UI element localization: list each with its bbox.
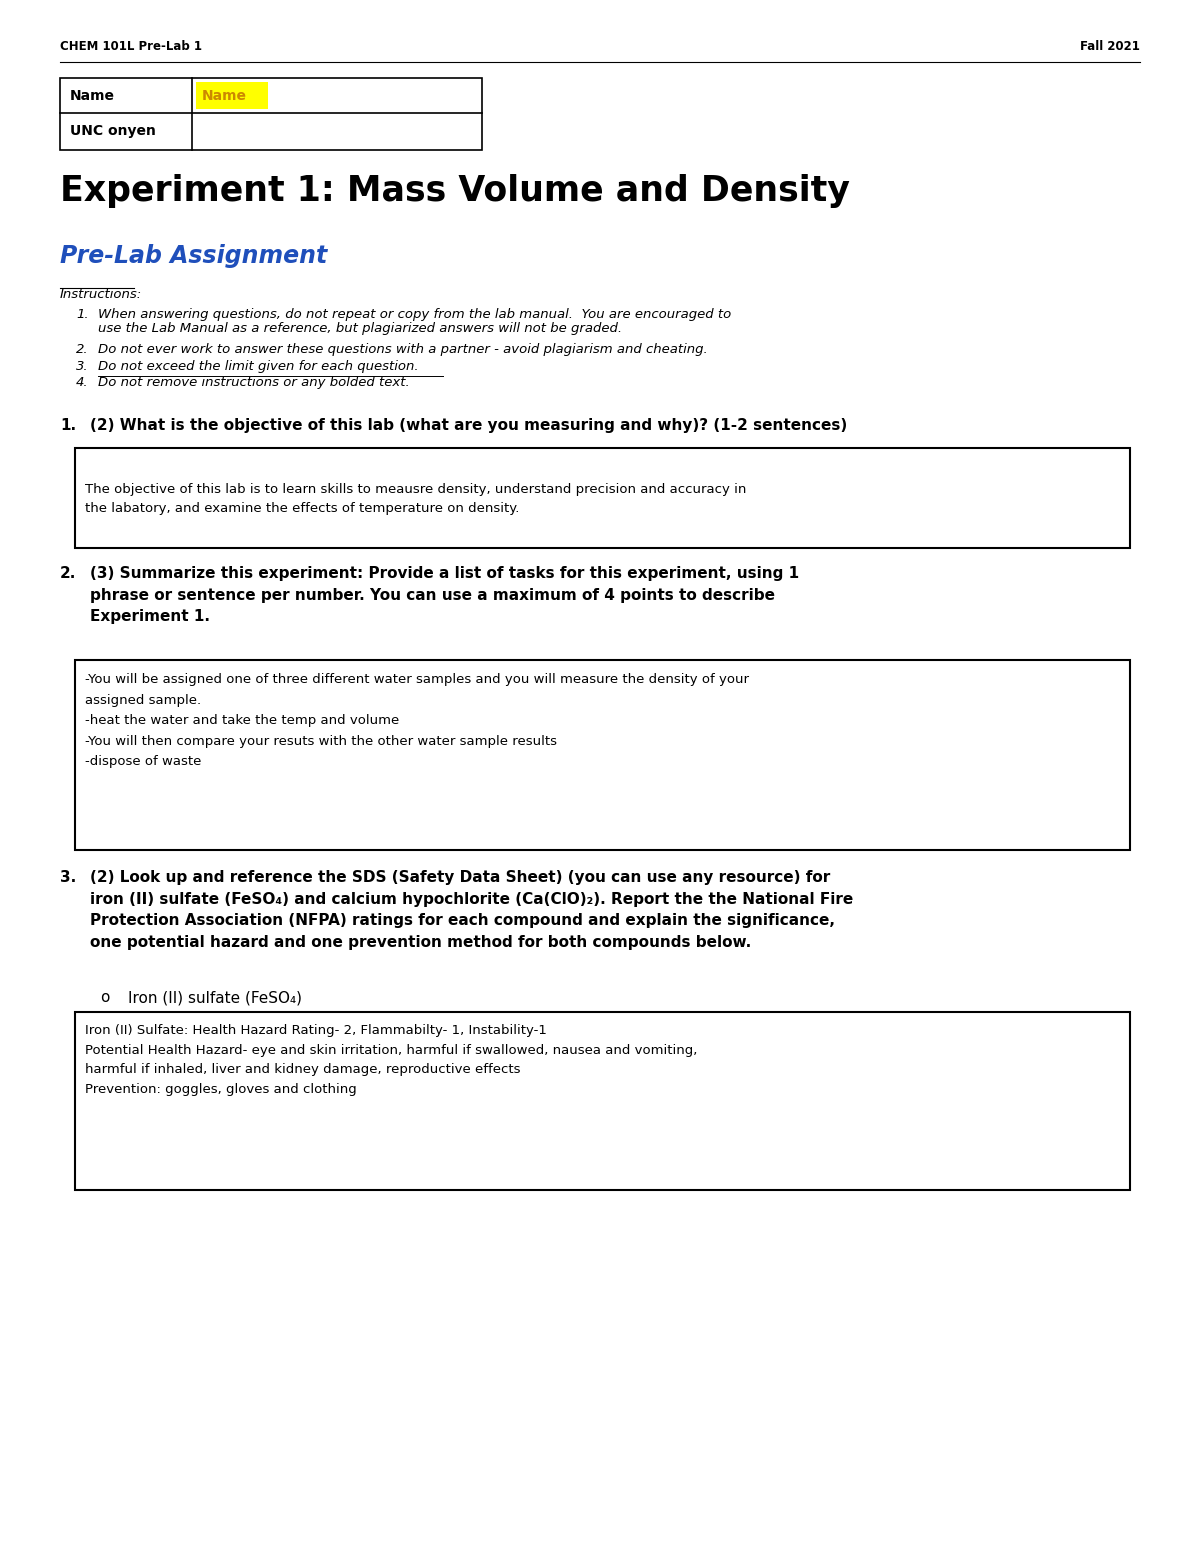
Text: When answering questions, do not repeat or copy from the lab manual.  You are en: When answering questions, do not repeat … bbox=[98, 307, 731, 321]
Text: Do not ever work to answer these questions with a partner - avoid plagiarism and: Do not ever work to answer these questio… bbox=[98, 343, 708, 356]
Text: (2) Look up and reference the SDS (Safety Data Sheet) (you can use any resource): (2) Look up and reference the SDS (Safet… bbox=[90, 870, 853, 950]
Text: 3.: 3. bbox=[76, 360, 89, 373]
Text: 1.: 1. bbox=[60, 418, 76, 433]
Text: CHEM 101L Pre-Lab 1: CHEM 101L Pre-Lab 1 bbox=[60, 40, 202, 53]
Text: 4.: 4. bbox=[76, 376, 89, 388]
Text: UNC onyen: UNC onyen bbox=[70, 124, 156, 138]
Text: Name: Name bbox=[202, 89, 247, 102]
Text: (2) What is the objective of this lab (what are you measuring and why)? (1-2 sen: (2) What is the objective of this lab (w… bbox=[90, 418, 847, 433]
Text: Fall 2021: Fall 2021 bbox=[1080, 40, 1140, 53]
Text: Pre-Lab Assignment: Pre-Lab Assignment bbox=[60, 244, 328, 269]
Text: 3.: 3. bbox=[60, 870, 77, 885]
Text: 1.: 1. bbox=[76, 307, 89, 321]
Text: use the Lab Manual as a reference, but plagiarized answers will not be graded.: use the Lab Manual as a reference, but p… bbox=[98, 321, 622, 335]
Text: Do not remove instructions or any bolded text.: Do not remove instructions or any bolded… bbox=[98, 376, 409, 388]
Text: o: o bbox=[100, 989, 109, 1005]
Text: The objective of this lab is to learn skills to meausre density, understand prec: The objective of this lab is to learn sk… bbox=[85, 483, 746, 516]
FancyBboxPatch shape bbox=[74, 660, 1130, 849]
FancyBboxPatch shape bbox=[60, 78, 482, 151]
Text: 2.: 2. bbox=[76, 343, 89, 356]
FancyBboxPatch shape bbox=[196, 82, 268, 109]
Text: Iron (II) sulfate (FeSO₄): Iron (II) sulfate (FeSO₄) bbox=[128, 989, 302, 1005]
Text: -You will be assigned one of three different water samples and you will measure : -You will be assigned one of three diffe… bbox=[85, 674, 749, 769]
FancyBboxPatch shape bbox=[74, 1013, 1130, 1190]
Text: Instructions:: Instructions: bbox=[60, 287, 143, 301]
Text: (3) Summarize this experiment: Provide a list of tasks for this experiment, usin: (3) Summarize this experiment: Provide a… bbox=[90, 565, 799, 624]
Text: Experiment 1: Mass Volume and Density: Experiment 1: Mass Volume and Density bbox=[60, 174, 850, 208]
Text: 2.: 2. bbox=[60, 565, 77, 581]
Text: Name: Name bbox=[70, 89, 115, 102]
FancyBboxPatch shape bbox=[74, 447, 1130, 548]
Text: Do not exceed the limit given for each question.: Do not exceed the limit given for each q… bbox=[98, 360, 419, 373]
Text: Iron (II) Sulfate: Health Hazard Rating- 2, Flammabilty- 1, Instability-1
Potent: Iron (II) Sulfate: Health Hazard Rating-… bbox=[85, 1025, 697, 1096]
